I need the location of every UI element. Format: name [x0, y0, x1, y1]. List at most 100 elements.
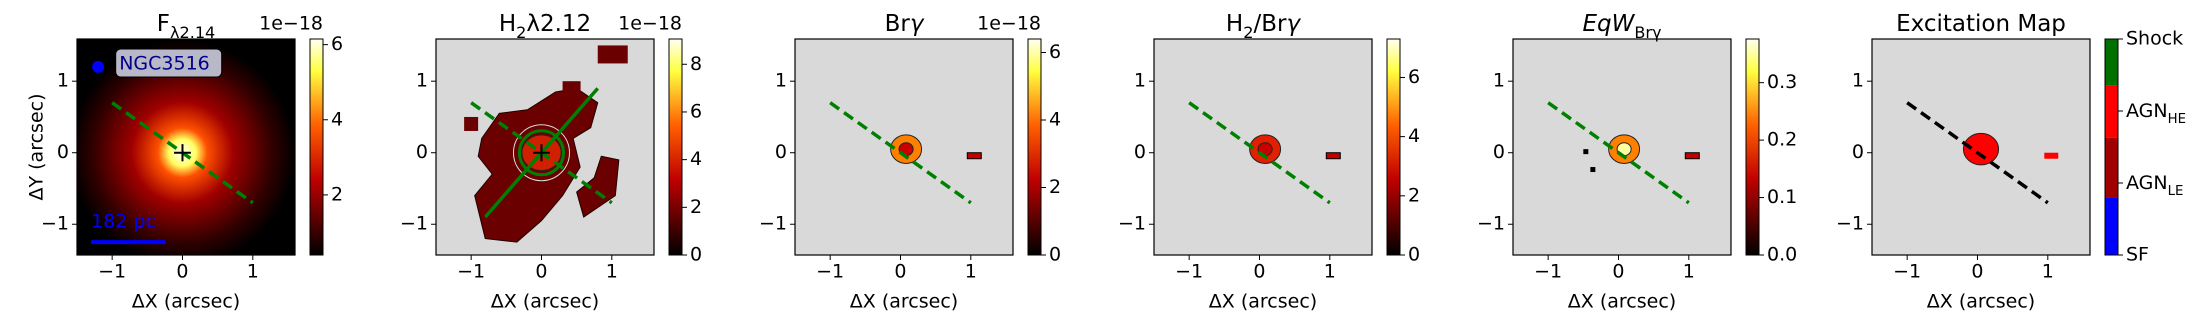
image: [436, 39, 654, 255]
label-box: [115, 48, 223, 78]
colorbar-tick-label: 6: [331, 33, 343, 55]
axes-frame: [1512, 38, 1732, 256]
emission-region: [1962, 132, 2000, 166]
x-axis-label: ΔX (arcsec): [1568, 291, 1676, 313]
y-tick-label: 1: [57, 70, 69, 92]
emission-pixel: [1583, 149, 1589, 155]
y-tick-label: 0: [1493, 141, 1505, 163]
x-tick-label: 0: [1253, 261, 1265, 283]
h2-emission: [464, 116, 479, 131]
colorbar-tick-label: 2: [331, 183, 343, 205]
h2-emission: [597, 45, 628, 64]
x-axis-label: ΔX (arcsec): [850, 291, 958, 313]
x-tick-label: 1: [247, 261, 259, 283]
x-axis-label: ΔX (arcsec): [132, 291, 240, 313]
y-tick-label: 0: [775, 141, 787, 163]
y-tick-label: 1: [416, 70, 428, 92]
colorbar-tick-label: 8: [690, 53, 702, 75]
colorbar: [1746, 39, 1759, 255]
colorbar-tick-label: 6: [1408, 66, 1420, 88]
colorbar-tick-label: SF: [2126, 244, 2149, 266]
y-tick-label: −1: [400, 213, 428, 235]
contour: [512, 124, 570, 182]
colorbar-tick-label: 0: [1049, 244, 1061, 266]
text-part: HE: [2168, 112, 2186, 127]
panel-title: EqWBrγ: [1582, 11, 1662, 43]
image: [1154, 39, 1372, 255]
colorbar-segment: [2105, 39, 2118, 86]
colorbar-tick-label: 4: [1408, 125, 1420, 147]
colorbar-tick-label: 0: [690, 244, 702, 266]
position-angle-line: [1188, 101, 1331, 205]
text-part: H: [499, 11, 516, 37]
x-tick-label: 1: [2042, 261, 2054, 283]
offset-text: 1e−18: [259, 13, 323, 35]
text-part: /Br: [1253, 11, 1287, 37]
colorbar-tick-label: 0.2: [1767, 129, 1797, 151]
colorbar-frame: [1745, 38, 1760, 256]
x-tick-label: −1: [1175, 261, 1203, 283]
x-axis-label: ΔX (arcsec): [1927, 291, 2035, 313]
position-angle-line: [829, 101, 972, 205]
colorbar-tick-label: 2: [1408, 184, 1420, 206]
colorbar-segment: [2105, 137, 2118, 198]
text-part: AGN: [2126, 172, 2168, 194]
y-tick-label: −1: [1836, 213, 1864, 235]
emission-pixel: [1684, 152, 1700, 160]
x-tick-label: −1: [1534, 261, 1562, 283]
colorbar-segment: [2105, 85, 2118, 138]
x-tick-label: −1: [816, 261, 844, 283]
text-part: Excitation Map: [1896, 11, 2066, 37]
x-tick-label: 1: [1683, 261, 1695, 283]
colorbar-tick-label: 4: [690, 148, 702, 170]
colorbar-tick-label: 6: [690, 100, 702, 122]
colorbar-tick-label: 4: [331, 108, 343, 130]
y-tick-label: −1: [41, 213, 69, 235]
y-tick-label: 0: [57, 141, 69, 163]
colorbar-frame: [668, 38, 683, 256]
text-part: 2: [516, 23, 526, 42]
h2-emission: [576, 155, 620, 218]
y-tick-label: −1: [1118, 213, 1146, 235]
y-tick-label: 0: [416, 141, 428, 163]
colorbar: [1387, 39, 1400, 255]
panel-title: Fλ2.14: [157, 11, 216, 43]
colorbar: [669, 39, 682, 255]
y-tick-label: −1: [1477, 213, 1505, 235]
x-tick-label: 1: [965, 261, 977, 283]
panel: −1 0 1 −1 0 1 ΔX (arcsec) EqWBrγ 0.0 0.1 0.2 0.3: [1477, 11, 1797, 313]
x-tick-label: −1: [98, 261, 126, 283]
x-tick-label: −1: [1893, 261, 1921, 283]
continuum-glow: [77, 40, 295, 255]
colorbar-tick-label: AGNHE: [2126, 100, 2186, 127]
x-tick-label: 0: [535, 261, 547, 283]
offset-text: 1e−18: [618, 13, 682, 35]
axes-frame: [1153, 38, 1373, 256]
colorbar-tick-label: 0: [1408, 244, 1420, 266]
x-tick-label: 1: [1324, 261, 1336, 283]
h2-emission: [562, 81, 581, 94]
image: [795, 39, 1013, 255]
x-tick-label: 0: [176, 261, 188, 283]
colorbar: [310, 39, 323, 255]
image: [1872, 39, 2090, 255]
text-part: 2: [1243, 23, 1253, 42]
colorbar-tick-label: Shock: [2126, 28, 2183, 50]
panel-title: H2/Brγ: [1226, 11, 1302, 43]
colorbar-tick-label: 2: [690, 196, 702, 218]
position-angle-line: [1547, 101, 1690, 205]
offset-text: 1e−18: [977, 13, 1041, 35]
x-tick-label: 0: [1971, 261, 1983, 283]
image: [1513, 39, 1731, 255]
text-part: F: [157, 11, 170, 37]
colorbar-tick-label: 0.3: [1767, 71, 1797, 93]
scale-bar-label: 182 pc: [91, 211, 156, 233]
colorbar-frame: [1386, 38, 1401, 256]
y-tick-label: −1: [759, 213, 787, 235]
panel-title: H2λ2.12: [499, 11, 591, 43]
x-tick-label: 0: [1612, 261, 1624, 283]
colorbar-frame: [2104, 38, 2119, 256]
position-angle-line: [1906, 101, 2049, 205]
